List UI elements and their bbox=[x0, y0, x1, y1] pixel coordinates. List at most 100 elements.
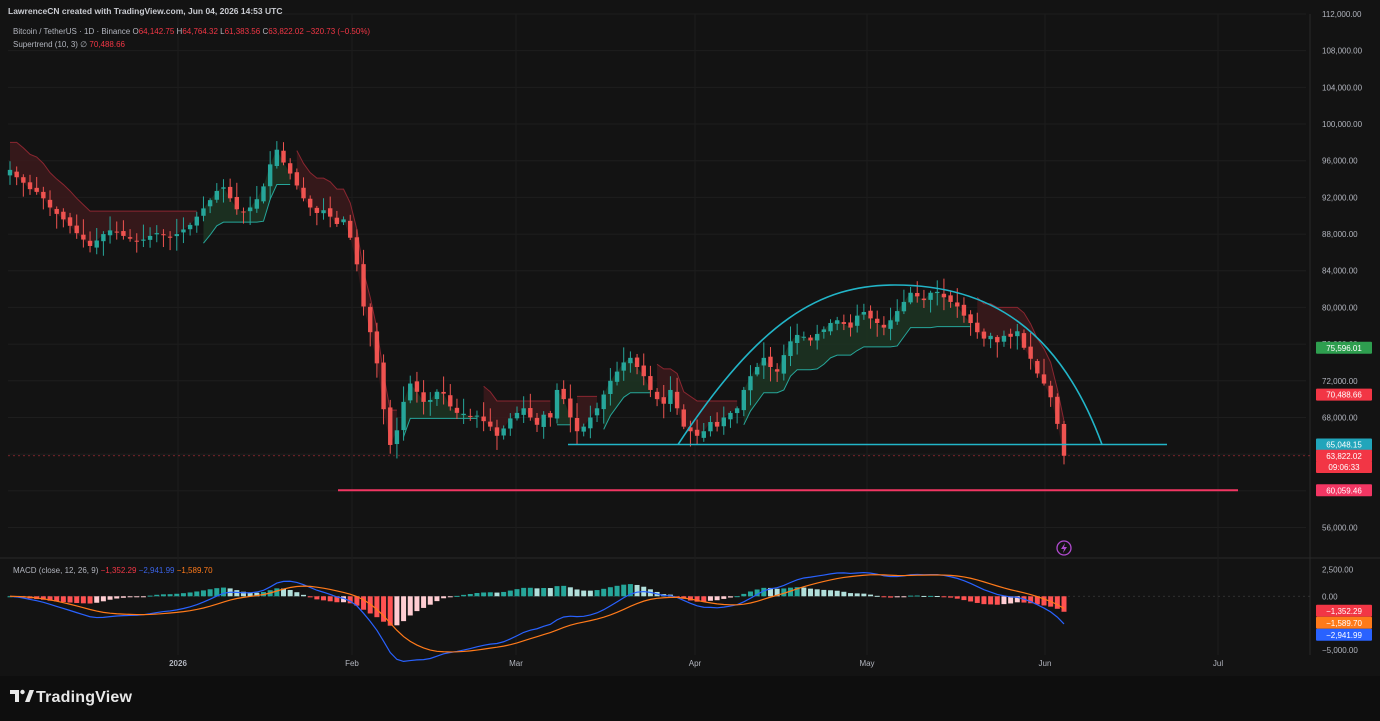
price-tag-label: 70,488.66 bbox=[1326, 391, 1362, 400]
time-axis[interactable]: 2026 Feb Mar Apr May Jun Jul bbox=[169, 659, 1223, 668]
candle-body bbox=[414, 381, 420, 392]
candle-body bbox=[955, 302, 960, 307]
macd-histogram-bar bbox=[414, 596, 420, 612]
candle-body bbox=[721, 417, 726, 427]
macd-histogram-bar bbox=[200, 590, 206, 597]
candle-body bbox=[841, 322, 847, 324]
candle-body bbox=[134, 240, 139, 242]
ohlc-high: 64,764.32 bbox=[182, 27, 218, 36]
rounded-top-arc bbox=[677, 284, 1103, 445]
macd-histogram-bar bbox=[928, 595, 934, 597]
macd-histogram-bar bbox=[767, 587, 773, 597]
candle-body bbox=[1035, 361, 1040, 374]
supertrend-band bbox=[577, 396, 598, 432]
candle-body bbox=[261, 186, 266, 202]
candle-body bbox=[334, 217, 340, 224]
candle-body bbox=[728, 412, 733, 420]
candle-body bbox=[307, 198, 313, 208]
price-tag-label: 75,596.01 bbox=[1326, 344, 1362, 353]
macd-histogram-bar bbox=[207, 589, 213, 597]
macd-legend[interactable]: MACD (close, 12, 26, 9) −1,352.29 −2,941… bbox=[13, 566, 213, 575]
candle-body bbox=[748, 376, 753, 391]
supertrend-band bbox=[977, 297, 1064, 456]
macd-histogram-bar bbox=[40, 596, 46, 600]
candle-body bbox=[888, 320, 893, 329]
candle-body bbox=[474, 415, 480, 417]
price-axis[interactable]: 112,000.00 108,000.00 104,000.00 100,000.00… bbox=[1322, 10, 1363, 655]
macd-histogram-bar bbox=[447, 596, 453, 598]
candle-body bbox=[141, 239, 146, 241]
candle-body bbox=[161, 234, 166, 236]
candle-body bbox=[434, 391, 440, 400]
candle-body bbox=[1028, 346, 1033, 359]
candle-body bbox=[701, 431, 706, 438]
candle-body bbox=[94, 240, 99, 248]
candle-body bbox=[294, 172, 300, 186]
ohlc-open: 64,142.75 bbox=[138, 27, 175, 36]
macd-histogram-bar bbox=[694, 596, 700, 602]
candle-body bbox=[928, 292, 933, 300]
macd-histogram-bar bbox=[607, 587, 613, 597]
candle-body bbox=[408, 383, 413, 401]
candle-body bbox=[54, 208, 59, 214]
candle-body bbox=[67, 217, 73, 226]
macd-histogram-bar bbox=[220, 587, 226, 597]
macd-histogram-bar bbox=[374, 596, 380, 618]
candle-body bbox=[948, 295, 953, 302]
price-tick-label: 108,000.00 bbox=[1322, 47, 1363, 56]
supertrend-value: 70,488.66 bbox=[89, 40, 125, 49]
candle-body bbox=[594, 408, 600, 416]
macd-histogram-bar bbox=[1028, 596, 1034, 604]
candle-body bbox=[267, 164, 273, 187]
price-tag-label: 63,822.02 bbox=[1326, 452, 1362, 461]
price-tag-bg bbox=[1316, 438, 1372, 451]
candle-body bbox=[634, 357, 640, 368]
macd-tag-bg bbox=[1316, 616, 1372, 629]
drawings[interactable] bbox=[8, 284, 1310, 556]
candle-body bbox=[741, 389, 746, 411]
macd-histogram-bar bbox=[461, 594, 467, 597]
candle-body bbox=[941, 293, 947, 298]
candle-body bbox=[834, 320, 840, 324]
candle-body bbox=[147, 235, 153, 240]
macd-histogram-bar bbox=[474, 593, 480, 597]
macd-histogram-bar bbox=[761, 587, 767, 597]
supertrend-label: Supertrend (10, 3) bbox=[13, 40, 78, 49]
candle-body bbox=[794, 334, 800, 343]
candle-body bbox=[868, 310, 873, 319]
candle-body bbox=[694, 429, 700, 436]
macd-histogram-bar bbox=[901, 596, 907, 598]
candle-body bbox=[508, 418, 513, 429]
candle-body bbox=[895, 311, 900, 322]
macd-pane bbox=[7, 571, 1310, 663]
macd-histogram-bar bbox=[167, 594, 173, 597]
macd-histogram-bar bbox=[107, 596, 113, 600]
supertrend-legend[interactable]: Supertrend (10, 3) ∅ 70,488.66 bbox=[13, 40, 125, 49]
supertrend-segment bbox=[296, 150, 397, 411]
price-tick-label: 96,000.00 bbox=[1322, 157, 1358, 166]
price-tag-bg bbox=[1316, 341, 1372, 354]
macd-histogram-bar bbox=[727, 596, 733, 598]
candle-body bbox=[74, 225, 79, 234]
macd-histogram-bar bbox=[701, 596, 707, 602]
candle-body bbox=[394, 430, 400, 445]
candle-body bbox=[1021, 333, 1027, 348]
candle-body bbox=[34, 187, 39, 192]
symbol-legend[interactable]: Bitcoin / TetherUS · 1D · Binance O64,14… bbox=[13, 27, 371, 36]
macd-histogram-bar bbox=[307, 596, 313, 598]
macd-histogram-bar bbox=[521, 587, 527, 597]
macd-histogram-bar bbox=[234, 590, 240, 597]
macd-histogram-bar bbox=[714, 596, 720, 601]
candle-body bbox=[674, 391, 680, 409]
supertrend-band bbox=[557, 389, 571, 425]
candle-body bbox=[61, 211, 66, 220]
macd-histogram-bar bbox=[634, 584, 640, 597]
supertrend-segment bbox=[603, 392, 651, 430]
candle-body bbox=[654, 391, 660, 400]
candle-body bbox=[648, 376, 653, 390]
candle-body bbox=[668, 389, 673, 404]
macd-histogram-bar bbox=[854, 593, 860, 597]
macd-histogram-bar bbox=[954, 596, 960, 599]
macd-histogram-bar bbox=[341, 596, 347, 603]
